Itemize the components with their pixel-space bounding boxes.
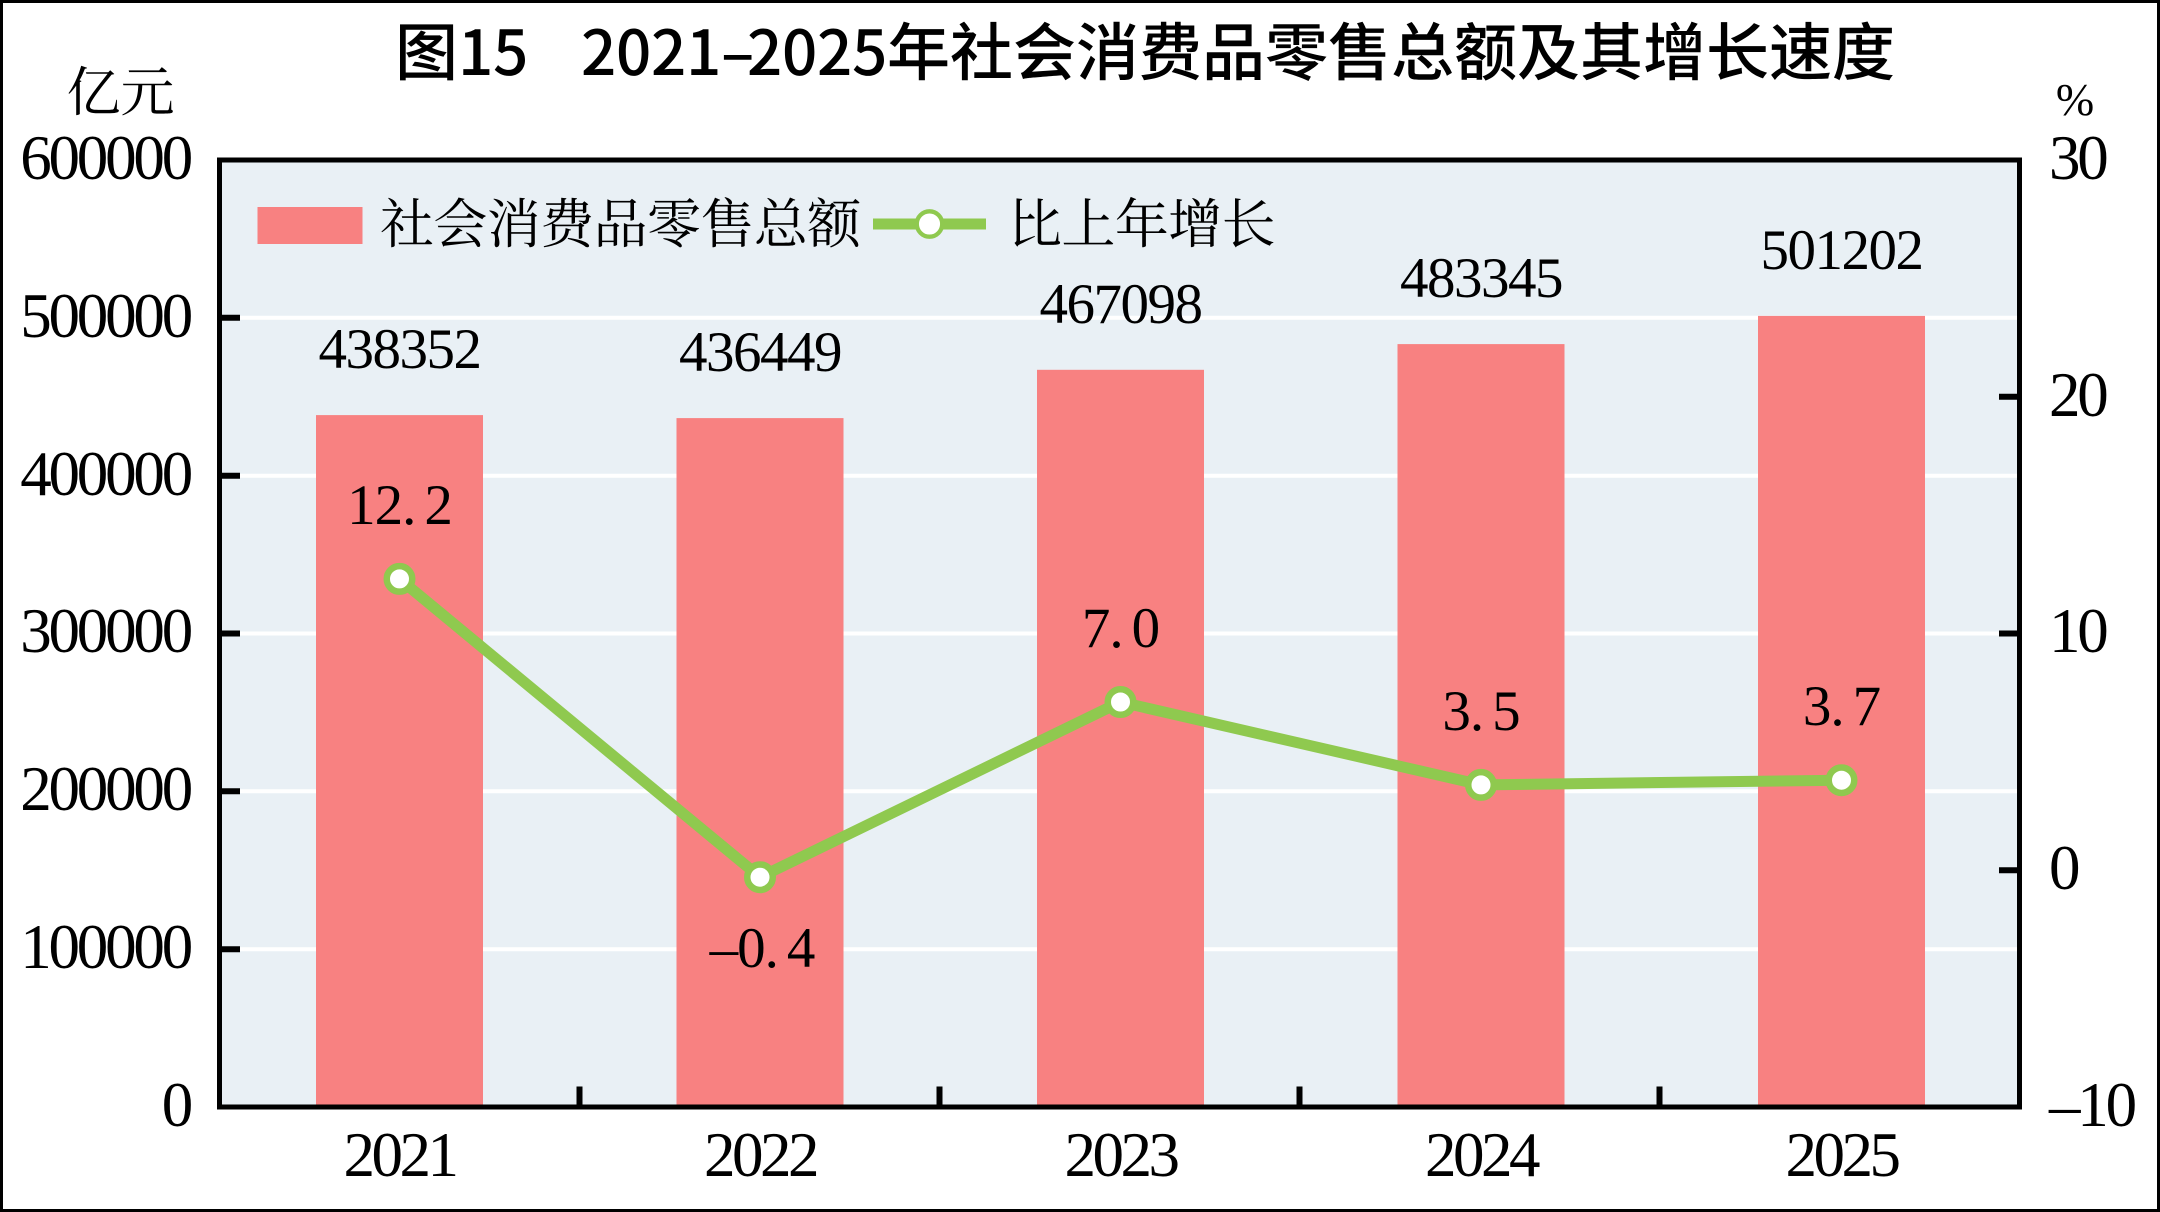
- svg-text:2023: 2023: [1065, 1120, 1179, 1190]
- svg-text:0: 0: [162, 1070, 192, 1140]
- svg-text:501202: 501202: [1761, 219, 1923, 282]
- svg-text:10: 10: [2049, 596, 2107, 666]
- svg-text:500000: 500000: [20, 281, 192, 351]
- svg-text:100000: 100000: [20, 912, 192, 982]
- svg-text:483345: 483345: [1400, 247, 1562, 310]
- svg-text:7.0: 7. 0: [1082, 597, 1159, 660]
- svg-text:%: %: [2056, 74, 2094, 125]
- svg-text:12.2: 12. 2: [347, 474, 452, 537]
- svg-text:20: 20: [2049, 360, 2107, 430]
- svg-text:438352: 438352: [319, 318, 481, 381]
- svg-text:30: 30: [2049, 123, 2107, 193]
- svg-text:400000: 400000: [20, 439, 192, 509]
- svg-text:3.5: 3. 5: [1442, 680, 1519, 743]
- svg-text:300000: 300000: [20, 596, 192, 666]
- svg-text:2021: 2021: [344, 1120, 456, 1190]
- svg-text:3.7: 3. 7: [1803, 675, 1880, 738]
- svg-text:600000: 600000: [20, 123, 192, 193]
- svg-text:2024: 2024: [1425, 1120, 1540, 1190]
- svg-text:–0.4: –0. 4: [709, 917, 815, 980]
- svg-text:0: 0: [2049, 833, 2079, 903]
- svg-text:2022: 2022: [704, 1120, 817, 1190]
- svg-text:2025: 2025: [1786, 1120, 1900, 1190]
- svg-text:436449: 436449: [679, 321, 841, 384]
- svg-text:467098: 467098: [1040, 273, 1202, 336]
- svg-text:200000: 200000: [20, 754, 192, 824]
- svg-text:–10: –10: [2048, 1070, 2136, 1140]
